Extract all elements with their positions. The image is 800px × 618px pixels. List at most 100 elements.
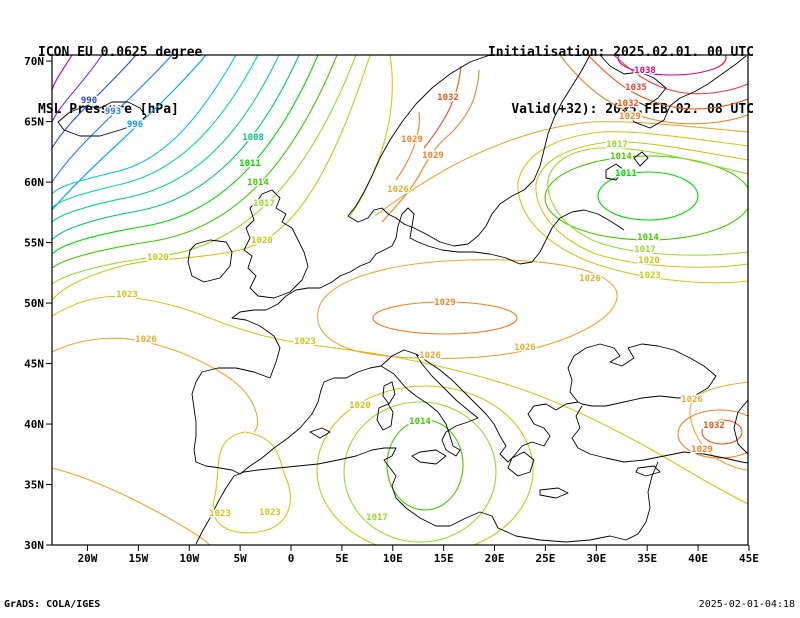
contour-label: 996: [127, 120, 143, 130]
isobar: [52, 55, 237, 195]
isobar: [597, 171, 699, 221]
isobar: [372, 301, 518, 335]
coastline-italy: [380, 349, 479, 457]
coastline-iberia: [191, 365, 382, 475]
contour-label: 1029: [422, 151, 444, 161]
init-time: Initialisation: 2025.02.01. 00 UTC: [487, 45, 754, 60]
contour-label: 1014: [409, 417, 431, 427]
contour-label: 1035: [625, 83, 647, 93]
isobar: [544, 155, 748, 241]
isobars: [52, 55, 748, 545]
isobar: [52, 55, 357, 285]
contour-label: 1017: [606, 140, 628, 150]
isobar: [317, 259, 618, 360]
x-tick-label: 15W: [128, 552, 148, 565]
contour-label: 1029: [619, 112, 641, 122]
isobar: [547, 147, 748, 256]
coastline-caspian: [733, 399, 748, 455]
isobar: [535, 141, 748, 268]
x-axis-ticks: 20W 15W 10W 5W 0 5E 10E 15E 20E 25E 30E 35E 40E 45E: [78, 545, 759, 565]
contour-label: 1029: [691, 445, 713, 455]
contour-label: 1029: [401, 135, 423, 145]
contour-label: 1023: [639, 271, 661, 281]
coastline-british-isles: [187, 189, 309, 299]
isobar: [52, 55, 319, 255]
model-title: ICON EU 0.0625 degree: [38, 45, 203, 60]
contour-label: 1017: [253, 199, 275, 209]
x-tick-label: 20W: [78, 552, 98, 565]
contour-label: 1026: [681, 395, 703, 405]
grads-credit: GrADS: COLA/IGES: [4, 599, 101, 610]
isobar: [52, 295, 748, 505]
contour-label: 1032: [437, 93, 459, 103]
contour-label: 1017: [366, 513, 388, 523]
coastline-scandinavia: [347, 55, 625, 265]
x-tick-label: 0: [288, 552, 295, 565]
contour-label: 1029: [434, 298, 456, 308]
x-tick-label: 10E: [383, 552, 403, 565]
isobar: [381, 69, 480, 223]
isobar: [316, 385, 534, 545]
y-tick-label: 45N: [24, 358, 44, 371]
x-tick-label: 20E: [485, 552, 505, 565]
x-tick-label: 25E: [535, 552, 555, 565]
isobar: [52, 55, 173, 183]
isobar: [52, 55, 73, 91]
isobar: [52, 55, 338, 269]
isobar: [701, 419, 743, 445]
x-tick-label: 30E: [586, 552, 606, 565]
contour-label: 990: [81, 96, 97, 106]
x-tick-label: 40E: [688, 552, 708, 565]
y-tick-label: 55N: [24, 237, 44, 250]
contour-label: 1014: [247, 178, 269, 188]
contour-label: 1023: [259, 508, 281, 518]
contour-labels: 9909939961008101110141017102010201023102…: [79, 65, 726, 525]
coastline-whitesea-lakes: [599, 55, 747, 181]
x-tick-label: 15E: [434, 552, 454, 565]
contour-label: 1026: [419, 351, 441, 361]
isobar: [52, 467, 211, 545]
y-tick-label: 30N: [24, 539, 44, 552]
contour-label: 1026: [135, 335, 157, 345]
isobar: [343, 401, 497, 543]
isobar: [52, 55, 137, 149]
contour-label: 1032: [617, 99, 639, 109]
coastline-islands: [309, 381, 661, 499]
contour-label: 993: [105, 107, 121, 117]
isobar: [52, 55, 300, 241]
contour-label: 1017: [634, 245, 656, 255]
contour-label: 1032: [703, 421, 725, 431]
contour-label: 1008: [242, 133, 264, 143]
contour-label: 1026: [514, 343, 536, 353]
valid-time: Valid(+32): 2025.FEB.02. 08 UTC: [511, 102, 754, 117]
coastline-balkans-greece: [415, 353, 579, 477]
isobar: [52, 337, 259, 433]
isobar: [52, 55, 280, 223]
isobar: [374, 121, 748, 217]
isobar: [52, 55, 371, 301]
time-block: Initialisation: 2025.02.01. 00 UTC Valid…: [488, 5, 754, 157]
y-tick-label: 50N: [24, 297, 44, 310]
coastline-africa-levant: [195, 447, 659, 545]
isobar: [52, 55, 103, 123]
y-tick-label: 65N: [24, 116, 44, 129]
contour-label: 1023: [294, 337, 316, 347]
coastline-blacksea-anatolia: [567, 343, 748, 464]
y-tick-label: 35N: [24, 479, 44, 492]
contour-label: 1020: [349, 401, 371, 411]
coastlines: [57, 55, 748, 545]
contour-label: 1038: [634, 66, 656, 76]
x-tick-label: 10W: [179, 552, 199, 565]
isobar: [395, 111, 420, 181]
y-tick-label: 70N: [24, 55, 44, 68]
contour-label: 1023: [116, 290, 138, 300]
contour-label: 1023: [209, 509, 231, 519]
render-timestamp: 2025-02-01-04:18: [698, 599, 795, 610]
isobar: [689, 381, 748, 471]
y-axis-ticks: 70N 65N 60N 55N 50N 45N 40N 35N 30N: [24, 55, 52, 552]
coastline-iceland: [57, 101, 147, 137]
isobar: [386, 419, 464, 511]
contour-label: 1020: [251, 236, 273, 246]
map-frame: [51, 54, 749, 546]
